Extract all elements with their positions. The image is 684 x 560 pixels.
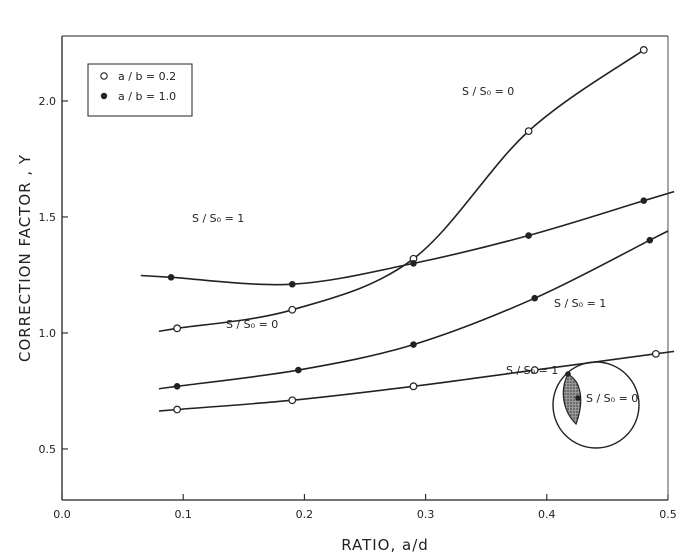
series-line <box>158 49 645 333</box>
y-axis-title: CORRECTION FACTOR , Y <box>16 154 34 362</box>
series-curves <box>140 49 675 412</box>
inset-circle <box>552 361 640 449</box>
data-point-filled <box>640 197 648 205</box>
data-point-filled <box>173 383 181 390</box>
data-point-filled <box>410 260 417 267</box>
y-tick-label: 2.0 <box>39 95 57 108</box>
axes: 0.0 0.1 0.2 0.3 0.4 0.5 0.5 1.0 1.5 2.0 RATIO, a/d… <box>16 35 677 554</box>
x-tick-label: 0.1 <box>174 508 192 521</box>
inset-diagram: S / S₀ = 1 S / S₀ = 0 <box>506 361 640 449</box>
data-point-open <box>288 305 297 314</box>
x-tick-label: 0.4 <box>538 508 556 521</box>
data-point-filled <box>531 294 538 302</box>
inset-crack-region <box>562 373 582 426</box>
data-point-open <box>524 127 533 136</box>
curve-label: S / S₀ = 1 <box>192 212 244 225</box>
data-point-filled <box>410 341 417 348</box>
data-point-open <box>409 382 418 391</box>
x-tick-label: 0.2 <box>296 508 314 521</box>
data-point-filled <box>646 236 654 244</box>
y-tick-label: 0.5 <box>39 443 57 456</box>
y-tick-label: 1.0 <box>39 327 57 340</box>
data-point-open <box>639 46 648 54</box>
legend-marker-filled <box>100 92 108 100</box>
data-point-filled <box>167 273 175 281</box>
x-tick-label: 0.3 <box>417 508 435 521</box>
legend: a / b = 0.2 a / b = 1.0 <box>87 63 193 117</box>
x-tick-label: 0.5 <box>659 508 677 521</box>
x-tick-label: 0.0 <box>53 508 71 521</box>
series-line <box>140 190 675 286</box>
curve-label: S / S₀ = 0 <box>462 85 514 98</box>
curve-label: S / S₀ = 0 <box>226 318 278 331</box>
data-point-open <box>173 405 182 414</box>
legend-label: a / b = 0.2 <box>118 70 176 83</box>
data-point-open <box>651 349 660 358</box>
legend-label: a / b = 1.0 <box>118 90 176 103</box>
inset-point-surface <box>565 371 571 377</box>
legend-box <box>87 63 193 117</box>
y-tick-label: 1.5 <box>39 211 57 224</box>
data-point-filled <box>288 280 296 288</box>
data-point-open <box>530 366 539 374</box>
data-points <box>167 46 660 414</box>
data-point-filled <box>295 366 302 374</box>
inset-label-surface: S / S₀ = 1 <box>506 364 558 377</box>
inset-label-deepest: S / S₀ = 0 <box>586 392 638 405</box>
data-point-open <box>288 396 297 405</box>
curve-label: S / S₀ = 1 <box>554 297 606 310</box>
data-point-open <box>173 324 182 333</box>
legend-marker-open <box>100 72 108 80</box>
x-axis-title: RATIO, a/d <box>341 536 429 554</box>
curve-labels: S / S₀ = 0 S / S₀ = 1 S / S₀ = 0 S / S₀ = 1 <box>192 85 606 331</box>
inset-point-deepest <box>575 395 581 401</box>
data-point-filled <box>525 232 532 239</box>
